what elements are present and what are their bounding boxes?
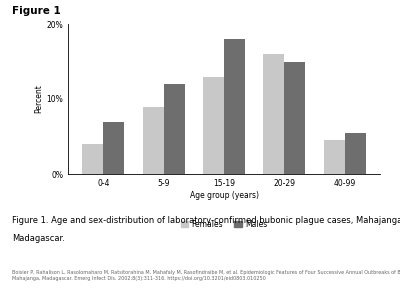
- Bar: [345, 133, 366, 174]
- Bar: [203, 76, 224, 174]
- Text: Madagascar.: Madagascar.: [12, 234, 65, 243]
- Legend: Females, Males: Females, Males: [181, 220, 267, 229]
- Bar: [324, 140, 345, 174]
- Bar: [103, 122, 124, 174]
- Text: Figure 1: Figure 1: [12, 6, 61, 16]
- Y-axis label: Percent: Percent: [35, 85, 44, 113]
- Bar: [263, 54, 284, 174]
- X-axis label: Age group (years): Age group (years): [190, 190, 258, 200]
- Text: Boisier P, Rahalison L, Rasolomaharo M, Ratsitorahina M, Mahafaly M, Rasofindrai: Boisier P, Rahalison L, Rasolomaharo M, …: [12, 270, 400, 281]
- Bar: [142, 106, 164, 174]
- Bar: [224, 39, 245, 174]
- Bar: [82, 144, 103, 174]
- Bar: [164, 84, 185, 174]
- Bar: [284, 61, 306, 174]
- Text: Figure 1. Age and sex-distribution of laboratory-confirmed bubonic plague cases,: Figure 1. Age and sex-distribution of la…: [12, 216, 400, 225]
